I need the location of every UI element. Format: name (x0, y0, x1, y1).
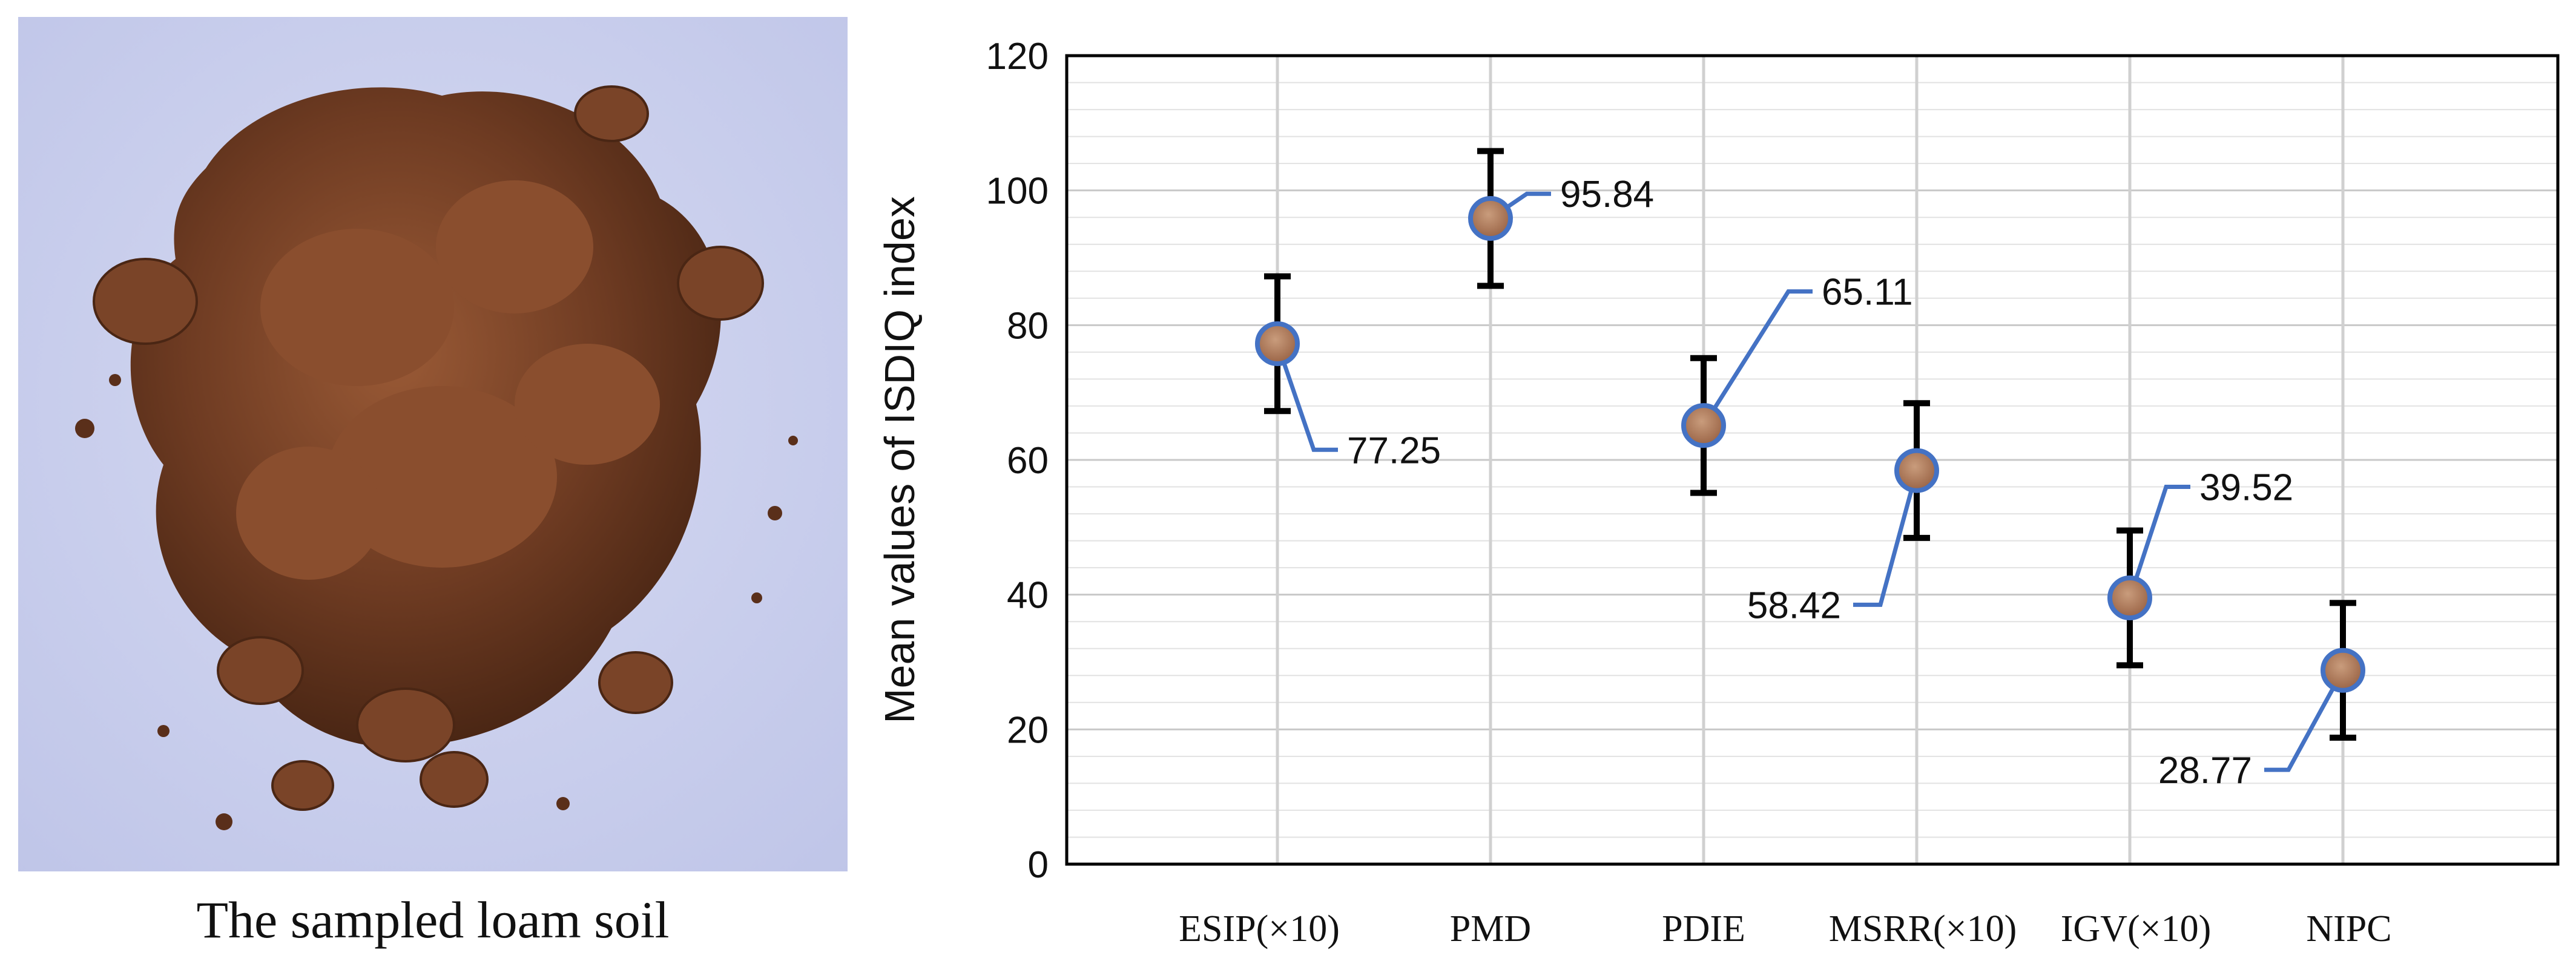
data-label-leader (2264, 669, 2345, 772)
isdiq-chart: 0 20 40 60 80 100 120 Mean values of ISDIQ ind… (876, 36, 2560, 949)
y-tick-label: 20 (1007, 709, 1049, 751)
data-point-marker (2321, 648, 2365, 693)
data-point-marker (1468, 195, 1513, 241)
data-label-leader (1275, 343, 1338, 452)
data-point-group: 65.11 (1681, 272, 1913, 496)
data-label: 28.77 (2158, 750, 2252, 792)
soil-sample-photo (18, 17, 848, 871)
y-tick-label: 0 (1028, 844, 1049, 886)
x-category-label: MSRR(×10) (1829, 908, 2017, 949)
photo-caption: The sampled loam soil (196, 891, 670, 949)
minor-gridlines (1067, 55, 2558, 865)
data-label: 65.11 (1822, 272, 1913, 313)
plot-area-border (1065, 54, 2560, 866)
y-tick-label: 40 (1007, 575, 1049, 617)
y-tick-label: 80 (1007, 305, 1049, 347)
data-point-group: 77.25 (1255, 273, 1441, 471)
x-category-label: PDIE (1662, 908, 1745, 949)
y-tick-label: 120 (986, 36, 1049, 77)
data-label: 58.42 (1747, 585, 1841, 626)
x-category-label: ESIP(×10) (1179, 908, 1340, 949)
y-tick-label: 60 (1007, 440, 1049, 482)
data-label: 39.52 (2199, 467, 2293, 509)
y-tick-label: 100 (986, 171, 1049, 212)
data-label-leader (1702, 289, 1813, 427)
data-point-group: 39.52 (2107, 467, 2293, 669)
x-category-label: PMD (1450, 908, 1531, 949)
data-point-marker (1681, 403, 1726, 448)
data-point-group: 28.77 (2158, 600, 2365, 792)
y-axis-label: Mean values of ISDIQ index (876, 196, 923, 724)
y-axis-ticks: 0 20 40 60 80 100 120 (986, 36, 1049, 886)
data-label: 77.25 (1347, 430, 1441, 471)
data-point-marker (1894, 448, 1939, 493)
data-point-group: 95.84 (1468, 148, 1654, 289)
data-label: 95.84 (1560, 174, 1654, 215)
data-point-group: 58.42 (1747, 400, 1939, 626)
x-category-label: NIPC (2306, 908, 2391, 949)
major-gridlines (1067, 54, 2558, 865)
data-label-leader (2127, 485, 2190, 599)
x-axis-categories: ESIP(×10) PMD PDIE MSRR(×10) IGV(×10) NIPC (1179, 908, 2392, 949)
data-point-marker (1255, 321, 1300, 366)
data-points: 77.25 95.84 65.11 58.42 39.52 28.77 (1255, 148, 2365, 792)
data-point-marker (2107, 575, 2152, 621)
x-category-label: IGV(×10) (2061, 908, 2211, 949)
data-label-leader (1853, 470, 1919, 607)
